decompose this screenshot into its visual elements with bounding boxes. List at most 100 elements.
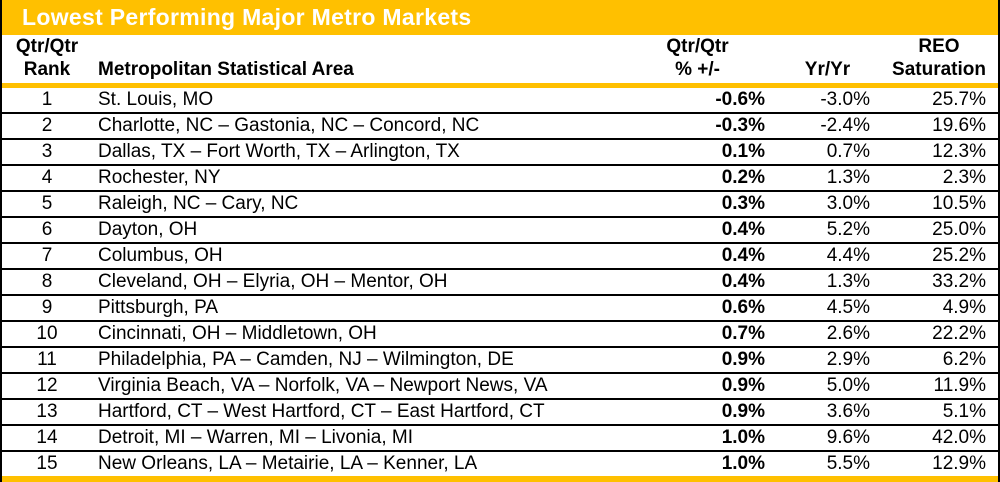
rank-cell: 13 [2,398,92,425]
yr-cell: 3.6% [775,398,880,425]
reo-cell: 22.2% [880,320,998,347]
column-header-reo-line2: Saturation [892,58,986,80]
table-row: 3 Dallas, TX – Fort Worth, TX – Arlington… [2,138,998,165]
reo-cell: 4.9% [880,294,998,321]
table-row: 7 Columbus, OH 0.4% 4.4% 25.2% [2,242,998,269]
rank-cell: 11 [2,346,92,373]
reo-cell: 10.5% [880,190,998,217]
column-header-rank-line1: Qtr/Qtr [15,36,79,58]
rank-cell: 7 [2,242,92,269]
column-header-qtr-line1: Qtr/Qtr [666,36,729,58]
rank-cell: 6 [2,216,92,243]
reo-cell: 11.9% [880,372,998,399]
rank-cell: 15 [2,450,92,476]
msa-cell: Hartford, CT – West Hartford, CT – East … [92,398,620,425]
table-row: 14 Detroit, MI – Warren, MI – Livonia, MI… [2,424,998,451]
table-row: 4 Rochester, NY 0.2% 1.3% 2.3% [2,164,998,191]
msa-cell: Dallas, TX – Fort Worth, TX – Arlington,… [92,138,620,165]
qtr-cell: 0.4% [620,242,775,269]
header-row: Qtr/Qtr Rank Metropolitan Statistical Ar… [2,35,998,88]
msa-cell: Columbus, OH [92,242,620,269]
qtr-cell: 0.4% [620,216,775,243]
column-header-rank: Qtr/Qtr Rank [2,35,92,88]
qtr-cell: 0.3% [620,190,775,217]
msa-cell: Rochester, NY [92,164,620,191]
column-header-qtr-line2: % +/- [675,58,720,80]
qtr-cell: 0.7% [620,320,775,347]
table-row: 11 Philadelphia, PA – Camden, NJ – Wilmin… [2,346,998,373]
column-header-msa: Metropolitan Statistical Area [92,35,620,88]
reo-cell: 25.7% [932,89,986,110]
table-row: 15 New Orleans, LA – Metairie, LA – Kenne… [2,450,998,476]
qtr-cell: 0.1% [620,138,775,165]
rank-cell: 8 [2,268,92,295]
page-title: Lowest Performing Major Metro Markets [22,4,472,30]
reo-cell: 33.2% [880,268,998,295]
bottom-accent-bar [2,476,998,482]
reo-cell: 5.1% [880,398,998,425]
table-row: 10 Cincinnati, OH – Middletown, OH 0.7% 2.6… [2,320,998,347]
msa-cell: St. Louis, MO [98,89,214,110]
qtr-cell: 1.0% [620,424,775,451]
reo-cell: 12.9% [880,450,998,476]
reo-cell: 2.3% [880,164,998,191]
msa-cell: Charlotte, NC – Gastonia, NC – Concord, … [92,112,620,139]
qtr-cell: 0.6% [620,294,775,321]
yr-cell: 5.2% [775,216,880,243]
table-body: 1 St. Louis, MO -0.6% -3.0% 25.7% 2 Charlotte,… [2,86,998,476]
title-bar: Lowest Performing Major Metro Markets [2,0,998,35]
qtr-cell: 0.2% [620,164,775,191]
qtr-cell: 0.4% [620,268,775,295]
yr-cell: 4.5% [775,294,880,321]
rank-cell: 1 [41,89,53,110]
rank-cell: 5 [2,190,92,217]
yr-cell: 1.3% [775,164,880,191]
qtr-cell: 0.9% [620,372,775,399]
qtr-cell: -0.3% [620,112,775,139]
reo-cell: 25.2% [880,242,998,269]
yr-cell: -3.0% [820,89,870,110]
yr-cell: 5.5% [775,450,880,476]
qtr-cell: 0.9% [620,346,775,373]
table-row: 1 St. Louis, MO -0.6% -3.0% 25.7% [2,86,998,114]
msa-cell: Dayton, OH [92,216,620,243]
msa-cell: Cincinnati, OH – Middletown, OH [92,320,620,347]
column-header-qtr-change: Qtr/Qtr % +/- [620,35,775,88]
column-header-msa-label: Metropolitan Statistical Area [98,58,354,80]
yr-cell: 4.4% [775,242,880,269]
table-row: 2 Charlotte, NC – Gastonia, NC – Concord,… [2,112,998,139]
table-header: Qtr/Qtr Rank Metropolitan Statistical Ar… [2,35,998,88]
msa-cell: Cleveland, OH – Elyria, OH – Mentor, OH [92,268,620,295]
column-header-reo-saturation: REO Saturation [880,35,998,88]
table-row: 9 Pittsburgh, PA 0.6% 4.5% 4.9% [2,294,998,321]
yr-cell: 2.6% [775,320,880,347]
rank-cell: 2 [2,112,92,139]
column-header-yr-label: Yr/Yr [804,58,851,80]
table-row: 12 Virginia Beach, VA – Norfolk, VA – New… [2,372,998,399]
reo-cell: 19.6% [880,112,998,139]
yr-cell: -2.4% [775,112,880,139]
table-row: 5 Raleigh, NC – Cary, NC 0.3% 3.0% 10.5% [2,190,998,217]
msa-cell: Virginia Beach, VA – Norfolk, VA – Newpo… [92,372,620,399]
rank-cell: 4 [2,164,92,191]
msa-cell: New Orleans, LA – Metairie, LA – Kenner,… [92,450,620,476]
reo-cell: 6.2% [880,346,998,373]
yr-cell: 1.3% [775,268,880,295]
rank-cell: 10 [2,320,92,347]
column-header-yr-change: Yr/Yr [775,35,880,88]
msa-cell: Detroit, MI – Warren, MI – Livonia, MI [92,424,620,451]
msa-cell: Philadelphia, PA – Camden, NJ – Wilmingt… [92,346,620,373]
reo-cell: 12.3% [880,138,998,165]
column-header-reo-line1: REO [918,36,960,58]
table-row: 6 Dayton, OH 0.4% 5.2% 25.0% [2,216,998,243]
yr-cell: 3.0% [775,190,880,217]
reo-cell: 25.0% [880,216,998,243]
table-row: 13 Hartford, CT – West Hartford, CT – Eas… [2,398,998,425]
yr-cell: 2.9% [775,346,880,373]
yr-cell: 9.6% [775,424,880,451]
rank-cell: 9 [2,294,92,321]
metro-markets-table: Qtr/Qtr Rank Metropolitan Statistical Ar… [2,35,998,476]
msa-cell: Pittsburgh, PA [92,294,620,321]
qtr-cell: -0.6% [715,89,765,110]
